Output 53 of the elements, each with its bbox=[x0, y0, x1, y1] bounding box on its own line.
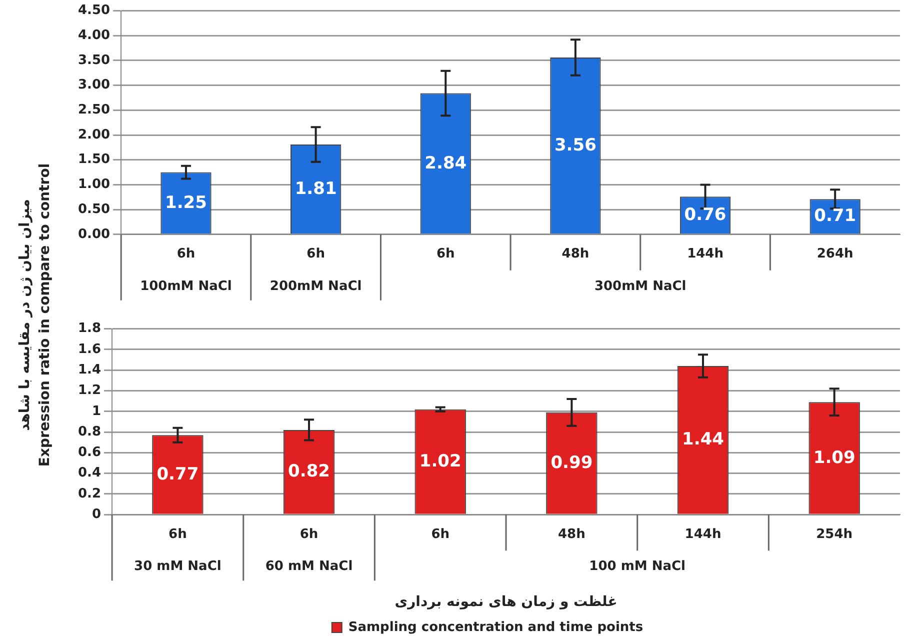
x-tick-label: 144h bbox=[684, 526, 722, 542]
y-tick-label: 0.8 bbox=[78, 424, 102, 440]
data-label: 1.81 bbox=[294, 178, 337, 199]
data-label: 2.84 bbox=[424, 153, 467, 174]
data-label: 0.82 bbox=[288, 462, 330, 482]
data-label: 1.44 bbox=[682, 430, 724, 450]
data-label: 0.76 bbox=[684, 204, 726, 225]
x-tick-label: 6h bbox=[300, 526, 318, 542]
y-tick-label: 1.2 bbox=[78, 383, 102, 398]
y-tick-label: 3.50 bbox=[78, 52, 110, 68]
y-tick-label: 1.8 bbox=[78, 321, 102, 336]
y-tick-label: 0.00 bbox=[78, 226, 110, 242]
x-tick-label: 48h bbox=[562, 246, 590, 262]
x-tick-label: 6h bbox=[168, 526, 187, 542]
x-tick-label: 264h bbox=[816, 246, 854, 262]
y-axis-title: میزان بیان ژن در مقایسه با شاهد Expression ratio in compare to control bbox=[16, 163, 54, 467]
data-label: 1.02 bbox=[419, 451, 462, 472]
text: 300mM NaCl bbox=[594, 278, 686, 294]
y-tick-label: 2.50 bbox=[78, 102, 110, 118]
legend-label: Sampling concentration and time points bbox=[348, 620, 644, 635]
y-tick-label: 2.00 bbox=[78, 127, 110, 142]
x-tick-label: 144h bbox=[687, 246, 724, 262]
data-label: 1.09 bbox=[813, 448, 856, 468]
y-tick-label: 0.50 bbox=[78, 202, 110, 217]
x-tick-label: 254h bbox=[816, 526, 853, 542]
y-tick-label: 4.50 bbox=[78, 3, 110, 18]
text: 100 mM NaCl bbox=[589, 558, 686, 574]
x-tick-label: 48h bbox=[558, 526, 586, 542]
y-tick-label: 0.4 bbox=[78, 466, 102, 481]
x-tick-label: 6h bbox=[306, 246, 325, 262]
data-label: 3.56 bbox=[554, 135, 596, 156]
data-label: 0.71 bbox=[814, 206, 856, 226]
data-label: 1.25 bbox=[165, 192, 207, 213]
text: 30 mM NaCl bbox=[134, 558, 222, 574]
x-tick-label: 6h bbox=[431, 526, 450, 542]
x-axis-title: غلظت و زمان های نمونه برداری bbox=[394, 594, 618, 610]
y-tick-label: 1 bbox=[92, 404, 102, 419]
text: 100mM NaCl bbox=[140, 278, 232, 294]
data-label: 0.99 bbox=[550, 452, 593, 473]
text: 200mM NaCl bbox=[270, 278, 362, 294]
y-tick-label: 4.00 bbox=[78, 28, 110, 44]
y-tick-label: 1.6 bbox=[78, 342, 102, 357]
y-tick-label: 3.00 bbox=[78, 78, 110, 93]
y-tick-label: 1.50 bbox=[78, 152, 110, 168]
text: 60 mM NaCl bbox=[265, 558, 353, 574]
x-tick-label: 6h bbox=[436, 246, 455, 262]
y-tick-label: 0.6 bbox=[78, 445, 102, 460]
y-tick-label: 0 bbox=[92, 506, 102, 522]
data-label: 0.77 bbox=[156, 464, 199, 484]
y-tick-label: 1.4 bbox=[78, 362, 102, 378]
x-tick-label: 6h bbox=[176, 246, 196, 262]
y-tick-label: 0.2 bbox=[78, 486, 102, 502]
y-tick-label: 1.00 bbox=[78, 177, 110, 192]
